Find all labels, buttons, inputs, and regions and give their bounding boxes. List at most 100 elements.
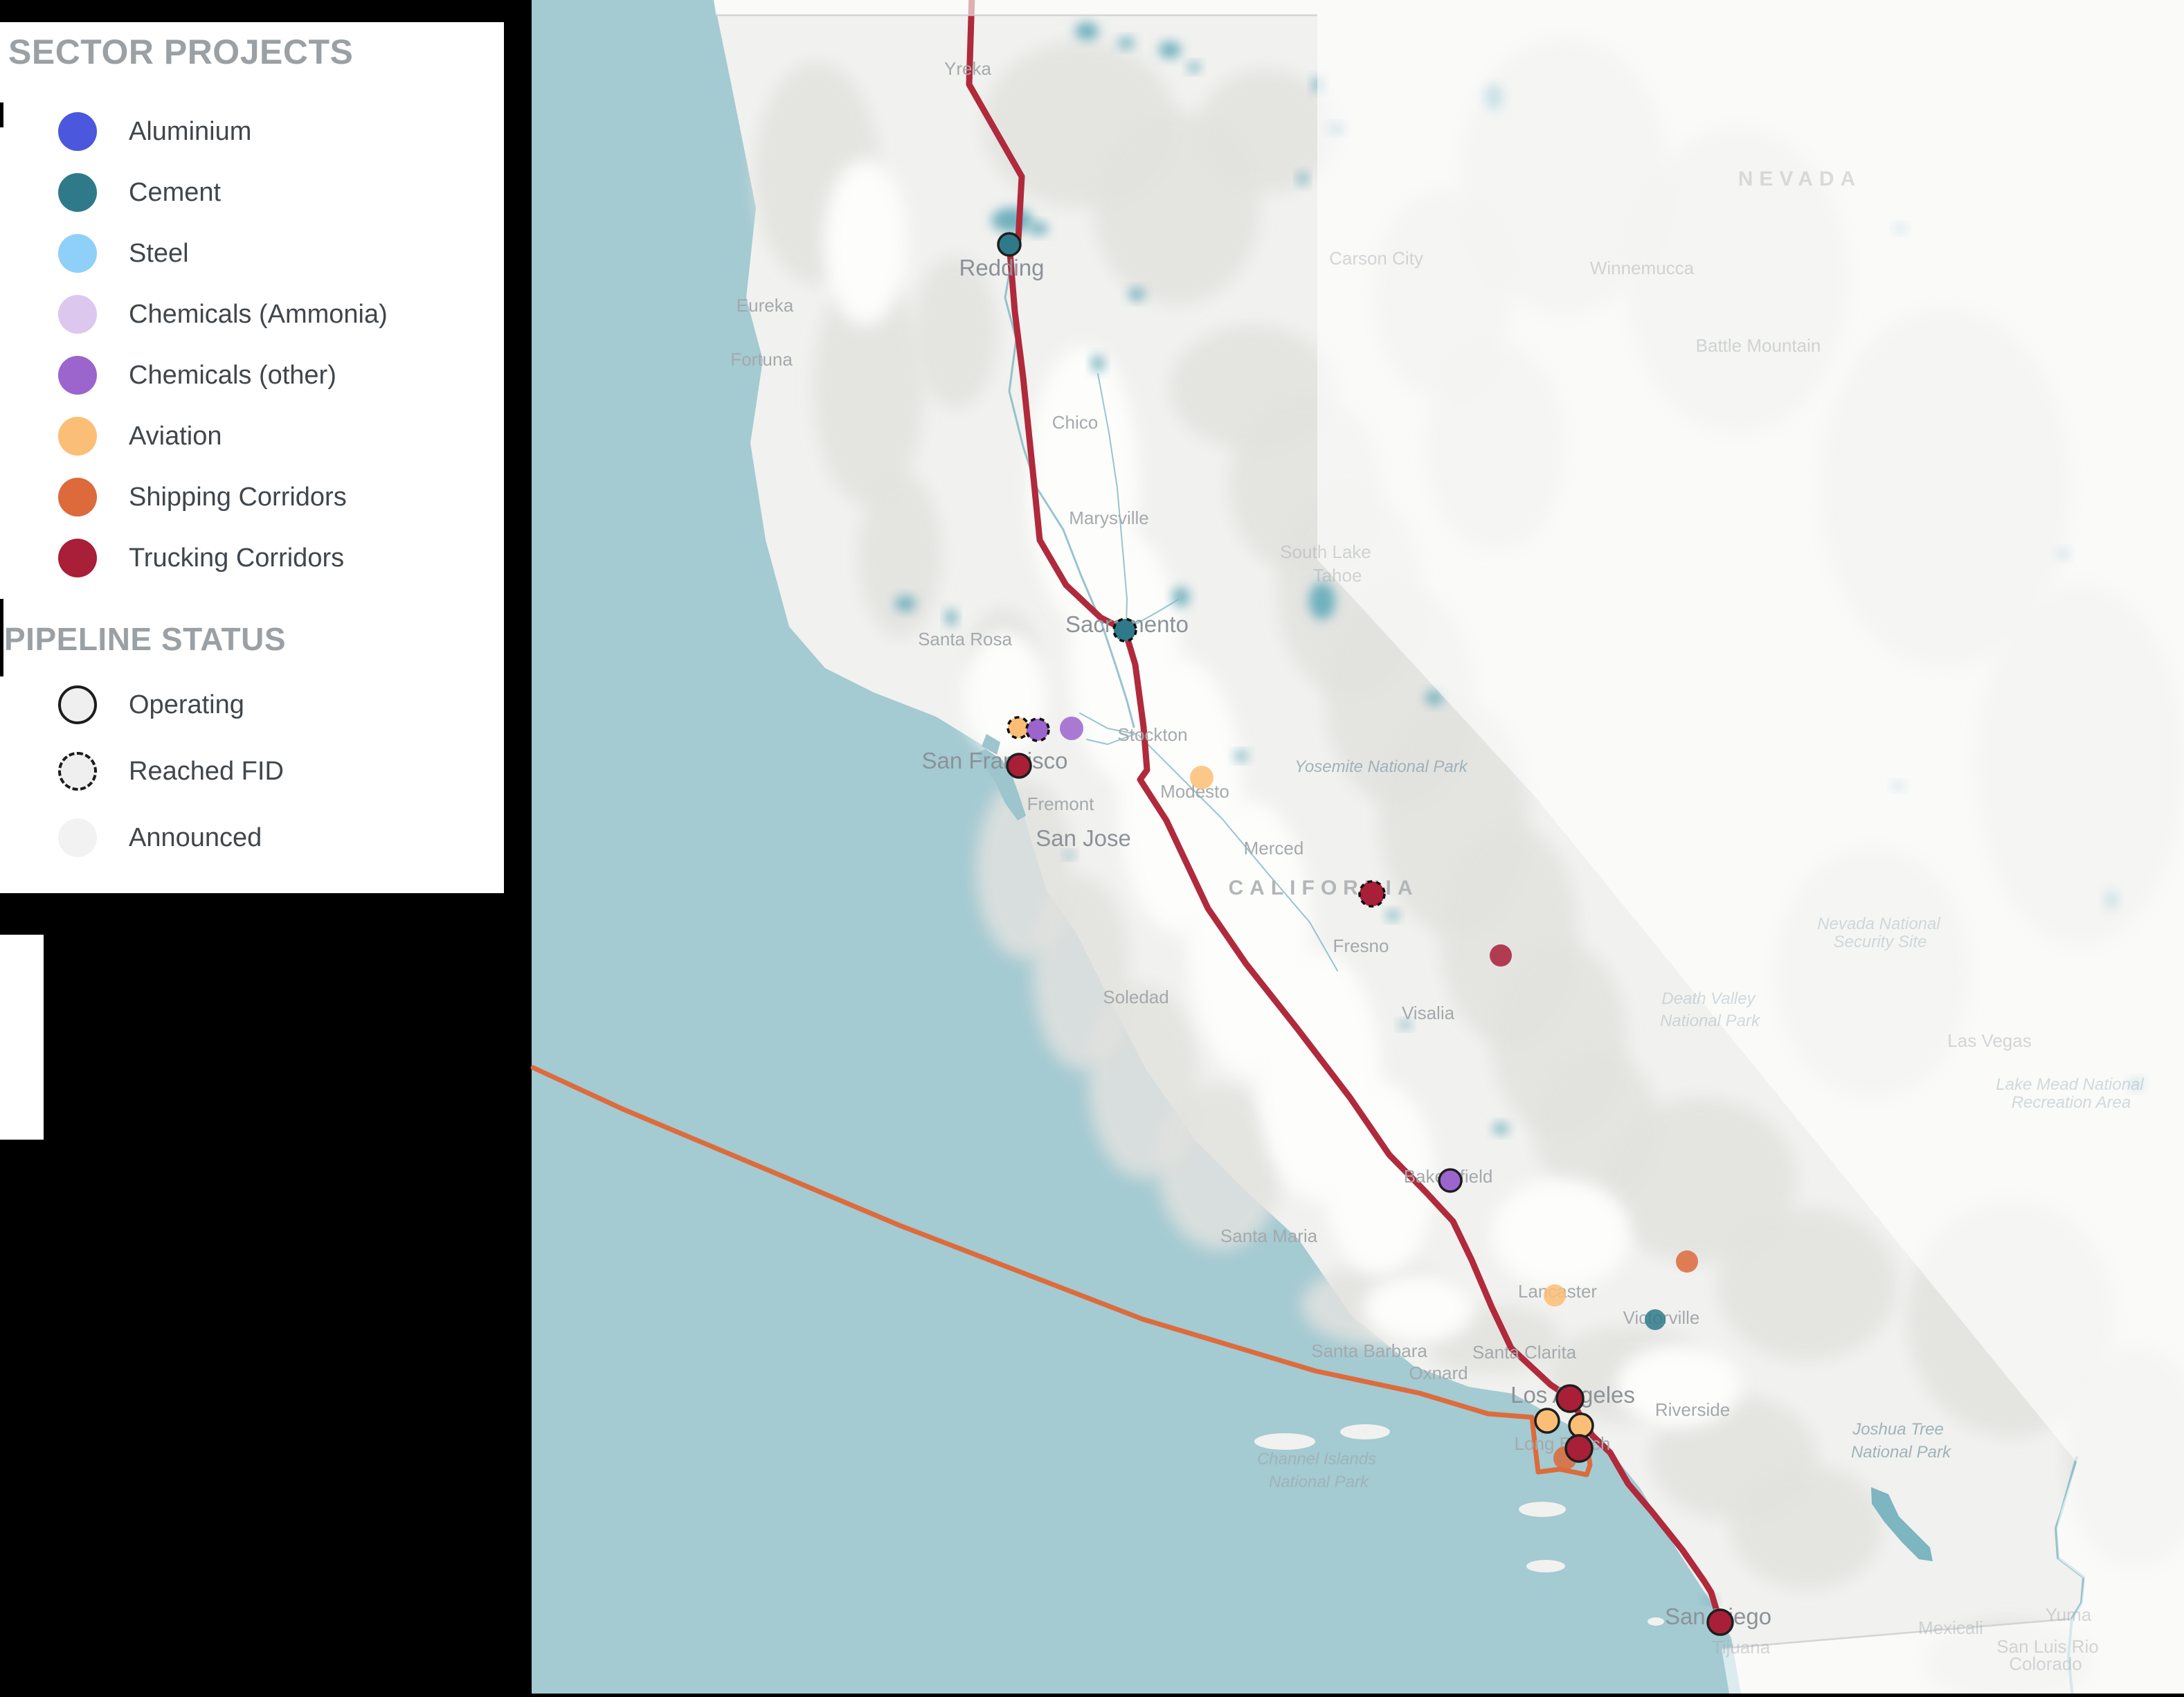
project-dot-chem_other[interactable] [1438, 1168, 1463, 1193]
map-label: Security Site [1834, 933, 1927, 951]
legend-status-label: Reached FID [129, 756, 284, 786]
shipping-swatch-icon [58, 478, 97, 517]
project-dot-aviation[interactable] [1534, 1408, 1560, 1434]
water-body [1871, 1487, 1933, 1561]
map-label: Eureka [737, 295, 794, 316]
project-dot-trucking[interactable] [1490, 944, 1512, 967]
lake [1118, 37, 1135, 48]
map-label: Carson City [1329, 248, 1423, 269]
map-label: National Park [1851, 1443, 1952, 1462]
left-edge-tick [0, 599, 3, 676]
legend-item-label: Chemicals (Ammonia) [129, 299, 388, 329]
project-dot-aviation[interactable] [1544, 1284, 1566, 1307]
map-label: Santa Maria [1220, 1225, 1318, 1246]
valley-highlight [824, 159, 907, 325]
map-label: Recreation Area [2012, 1093, 2131, 1112]
river [1124, 599, 1179, 631]
map-label: Winnemucca [1590, 258, 1695, 278]
project-dot-trucking[interactable] [1006, 753, 1032, 779]
project-dot-cement[interactable] [997, 232, 1022, 257]
reached_fid-status-icon [58, 752, 97, 791]
project-dot-aviation[interactable] [1007, 716, 1030, 739]
legend-item-trucking: Trucking Corridors [58, 539, 504, 577]
map-label: Stockton [1117, 724, 1187, 745]
map-label: Riverside [1655, 1399, 1730, 1420]
left-edge-tick [0, 102, 3, 127]
shipping-corridor-line[interactable] [530, 1065, 1593, 1478]
terrain-shading [813, 270, 924, 505]
map-label: Fortuna [730, 349, 793, 370]
terrain-shading [858, 471, 941, 637]
map-label: CALIFORNIA [1229, 877, 1419, 899]
lake [1029, 222, 1048, 235]
project-dot-chem_other[interactable] [1025, 717, 1050, 742]
trucking-corridor-line[interactable] [966, 0, 1724, 1626]
valley-highlight [1324, 1081, 1434, 1275]
map-label: National Park [1660, 1012, 1761, 1030]
lake [1092, 355, 1104, 372]
island [1254, 1433, 1315, 1450]
legend-item-label: Cement [129, 177, 222, 207]
aluminium-swatch-icon [58, 112, 97, 151]
corridor-lines[interactable] [530, 0, 1724, 1626]
outside-california-overlay [532, 0, 2184, 1697]
lake [1075, 22, 1099, 40]
legend-item-label: Chemicals (other) [129, 360, 336, 390]
map-label: Santa Clarita [1472, 1342, 1577, 1363]
map-label: Channel Islands [1257, 1450, 1376, 1469]
legend-item-label: Shipping Corridors [129, 482, 347, 512]
map-label: Marysville [1069, 508, 1149, 528]
terrain-shading [1603, 1097, 1796, 1264]
map-label: South Lake [1280, 541, 1371, 562]
project-dots[interactable] [997, 232, 1734, 1636]
river [1138, 735, 1338, 971]
river [1097, 373, 1128, 627]
terrain-shading [1157, 1084, 1282, 1250]
project-dot-chem_other[interactable] [1060, 717, 1083, 740]
legend-item-label: Trucking Corridors [129, 543, 345, 573]
terrain-shading [1717, 1208, 1897, 1361]
state-border [1721, 1617, 2073, 1650]
map-label: Merced [1244, 838, 1304, 859]
project-dot-trucking[interactable] [1706, 1608, 1734, 1636]
valley-highlight [1364, 1274, 1474, 1343]
lake [1425, 691, 1443, 705]
project-dot-cement[interactable] [1112, 618, 1137, 643]
terrain-shading [1731, 1464, 1883, 1589]
project-dot-shipping[interactable] [1676, 1250, 1698, 1273]
project-dot-cement[interactable] [1645, 1309, 1666, 1330]
map-label: Tahoe [1313, 565, 1362, 586]
map-label: Yuma [2046, 1604, 2092, 1625]
lake [1400, 1021, 1411, 1029]
outside-california-overlay [532, 0, 2184, 1697]
map-label: Santa Barbara [1311, 1340, 1427, 1361]
steel-swatch-icon [58, 234, 97, 273]
map-label: Lake Mead National [1996, 1075, 2144, 1094]
map-label: Joshua Tree [1852, 1420, 1944, 1439]
legend-title: SECTOR PROJECTS [8, 33, 354, 71]
map-label: Tijuana [1712, 1637, 1771, 1658]
sector-legend-list: Aluminium Cement Steel Chemicals (Ammonia) C… [0, 112, 504, 577]
map-label: Visalia [1402, 1003, 1455, 1023]
terrain-shading [914, 256, 997, 408]
terrain-shading [1198, 69, 1336, 194]
lake [895, 596, 916, 611]
island [1519, 1502, 1566, 1517]
legend-item-label: Aviation [129, 421, 222, 451]
project-dot-aviation[interactable] [1190, 766, 1213, 789]
map-label: Fresno [1333, 935, 1389, 956]
project-dot-trucking[interactable] [1358, 880, 1386, 908]
cement-swatch-icon [58, 173, 97, 212]
lake [1188, 62, 1200, 72]
legend-item-label: Steel [129, 238, 189, 268]
river [1079, 712, 1136, 745]
lake [1493, 1123, 1508, 1134]
map-label: San Jose [1036, 825, 1131, 851]
project-dot-trucking[interactable] [1555, 1384, 1585, 1413]
project-dot-trucking[interactable] [1564, 1434, 1594, 1463]
lake [1173, 587, 1189, 607]
legend-status-announced: Announced [58, 818, 504, 857]
project-dot-aviation[interactable] [1568, 1412, 1594, 1439]
